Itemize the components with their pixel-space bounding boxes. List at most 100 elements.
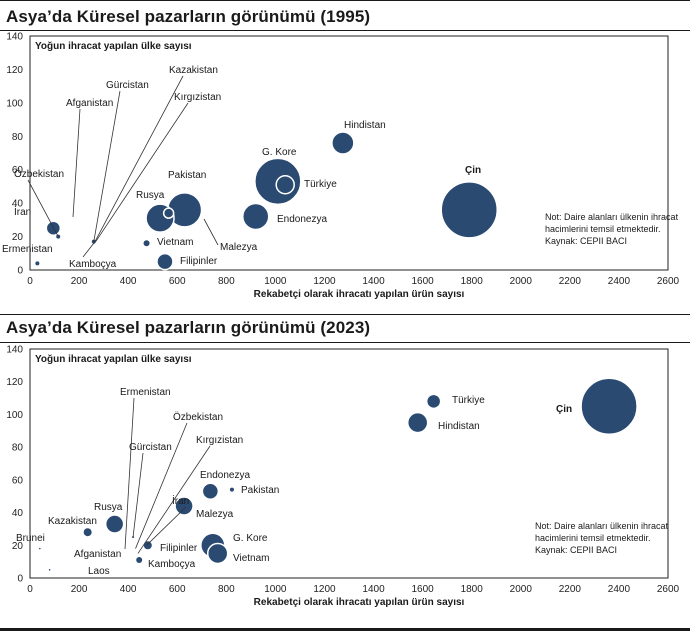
- note-line: hacimlerini temsil etmektedir.: [545, 224, 661, 234]
- bubble-ermenistan: [35, 261, 40, 266]
- note-line: hacimlerini temsil etmektedir.: [535, 533, 651, 543]
- y-tick-label: 100: [6, 98, 23, 109]
- leader-line-kazakistan: [94, 75, 184, 242]
- y-tick-label: 80: [12, 132, 24, 143]
- label-brunei: Brunei: [16, 533, 45, 544]
- label-turkiye: Türkiye: [304, 179, 337, 190]
- y-tick-label: 120: [6, 377, 23, 388]
- x-axis-label: Rekabetçi olarak ihracatı yapılan ürün s…: [254, 289, 465, 300]
- x-tick-label: 600: [169, 584, 186, 595]
- label-vietnam: Vietnam: [157, 237, 194, 248]
- x-tick-label: 2200: [559, 584, 582, 595]
- bubble-pakistan: [162, 207, 175, 219]
- bubble-laos: [48, 569, 51, 571]
- x-tick-label: 1600: [411, 276, 434, 287]
- label-ozbekistan: Özbekistan: [14, 168, 64, 180]
- leader-line-afganistan: [72, 108, 81, 218]
- x-tick-label: 800: [218, 276, 235, 287]
- title-rule-1995: [0, 30, 690, 31]
- x-tick-label: 1200: [313, 276, 336, 287]
- bubble-malezya: [174, 496, 194, 516]
- chart-title-1995: Asya’da Küresel pazarların görünümü (199…: [6, 7, 371, 26]
- bubble-endonezya: [201, 482, 220, 501]
- x-tick-label: 2000: [510, 584, 533, 595]
- x-tick-label: 400: [120, 584, 137, 595]
- x-tick-label: 200: [71, 584, 88, 595]
- label-iran: İran: [172, 494, 189, 507]
- label-kirgizistan: Kırgızistan: [174, 92, 221, 103]
- leader-line-ozbekistan: [27, 179, 59, 237]
- x-tick-label: 1400: [362, 584, 385, 595]
- y-axis-label: Yoğun ihracat yapılan ülke sayısı: [35, 41, 192, 52]
- leader-line-ozbekistan: [135, 422, 188, 549]
- label-rusya: Rusya: [94, 502, 123, 513]
- label-ermenistan: Ermenistan: [120, 387, 171, 398]
- bubble-cin: [440, 181, 498, 239]
- label-cin: Çin: [465, 165, 481, 176]
- note-line: Kaynak: CEPII BACI: [535, 545, 617, 555]
- bubble-vietnam: [143, 240, 150, 247]
- label-kambocya: Kamboçya: [148, 559, 196, 570]
- leader-line-iran: [146, 506, 187, 546]
- chart-title-2023: Asya’da Küresel pazarların görünümü (202…: [6, 318, 371, 337]
- label-laos: Laos: [88, 566, 110, 577]
- y-tick-label: 60: [12, 165, 24, 176]
- leader-line-kirgizistan: [137, 445, 211, 554]
- x-tick-label: 0: [27, 584, 33, 595]
- y-tick-label: 100: [6, 410, 23, 421]
- label-hindistan: Hindistan: [438, 421, 480, 432]
- leader-line-gurcistan: [132, 452, 144, 538]
- x-tick-label: 200: [71, 276, 88, 287]
- label-hindistan: Hindistan: [344, 120, 386, 131]
- bubble-filipinler: [143, 541, 152, 550]
- x-tick-label: 400: [120, 276, 137, 287]
- panel-divider: [0, 314, 690, 315]
- x-tick-label: 1600: [411, 584, 434, 595]
- x-tick-label: 600: [169, 276, 186, 287]
- bubble-hindistan: [331, 131, 355, 155]
- bubble-kambocya: [136, 557, 143, 564]
- label-afganistan: Afganistan: [74, 549, 121, 560]
- label-kazakistan: Kazakistan: [169, 65, 218, 76]
- label-gurcistan: Gürcistan: [129, 442, 172, 453]
- y-tick-label: 140: [6, 345, 23, 356]
- y-tick-label: 140: [6, 32, 23, 43]
- y-axis-label: Yoğun ihracat yapılan ülke sayısı: [35, 354, 192, 365]
- label-kazakistan: Kazakistan: [48, 516, 97, 527]
- x-tick-label: 2400: [608, 276, 631, 287]
- y-tick-label: 20: [12, 232, 24, 243]
- bottom-rule: [0, 628, 690, 631]
- bubble-hindistan: [406, 411, 429, 434]
- label-g-kore: G. Kore: [233, 533, 268, 544]
- plot-frame: [29, 348, 669, 579]
- leader-line-kambocya: [82, 241, 96, 258]
- label-pakistan: Pakistan: [168, 170, 206, 181]
- x-tick-label: 2600: [657, 584, 680, 595]
- label-kambocya: Kamboçya: [69, 259, 117, 270]
- bubble-kazakistan: [83, 528, 92, 537]
- leader-line-ermenistan: [124, 397, 135, 550]
- y-tick-label: 60: [12, 475, 24, 486]
- y-tick-label: 80: [12, 443, 24, 454]
- bubble-vietnam: [206, 542, 229, 565]
- bubble-turkiye: [425, 393, 442, 410]
- plot-frame: [29, 35, 669, 271]
- label-iran: İran: [14, 205, 31, 218]
- label-endonezya: Endonezya: [200, 470, 250, 481]
- x-tick-label: 1800: [461, 584, 484, 595]
- bubble-pakistan: [229, 487, 234, 492]
- x-tick-label: 2000: [510, 276, 533, 287]
- label-filipinler: Filipinler: [160, 543, 198, 554]
- label-pakistan: Pakistan: [241, 485, 279, 496]
- note-line: Not: Daire alanları ülkenin ihracat: [545, 212, 679, 222]
- label-malezya: Malezya: [220, 242, 258, 253]
- x-tick-label: 1000: [264, 276, 287, 287]
- y-tick-label: 0: [17, 266, 23, 277]
- x-tick-label: 1000: [264, 584, 287, 595]
- label-ozbekistan: Özbekistan: [173, 411, 223, 423]
- bubble-brunei: [39, 547, 41, 550]
- leader-line-kirgizistan: [95, 102, 189, 242]
- top-rule: [0, 0, 690, 1]
- label-filipinler: Filipinler: [180, 256, 218, 267]
